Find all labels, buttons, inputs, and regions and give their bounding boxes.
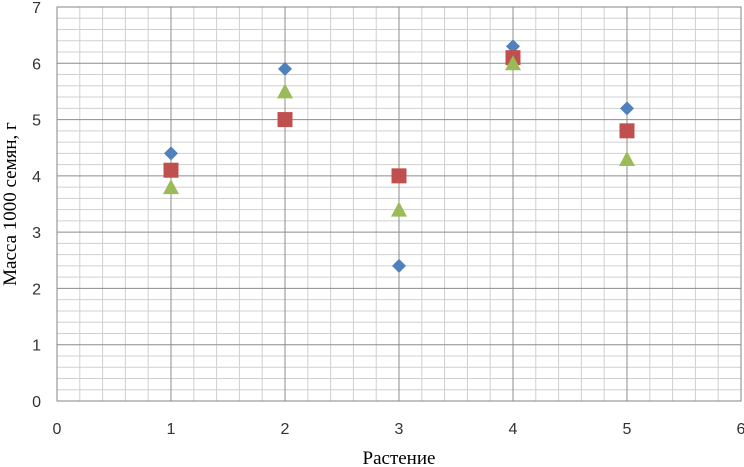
diamond-marker <box>164 146 178 161</box>
diamond-marker <box>392 258 406 273</box>
y-tick-label: 7 <box>32 0 41 17</box>
triangle-marker <box>505 55 521 71</box>
y-tick-label: 5 <box>32 113 41 130</box>
plot-area-border <box>56 6 742 402</box>
diamond-marker <box>506 39 520 54</box>
y-tick-labels: 0 1 2 3 4 5 6 7 <box>32 0 41 411</box>
y-tick-label: 3 <box>32 225 41 242</box>
y-axis-title: Масса 1000 семян, г <box>0 122 21 286</box>
x-tick-label: 0 <box>53 421 62 438</box>
triangle-marker <box>163 179 179 195</box>
square-marker <box>619 123 635 139</box>
square-marker <box>391 168 407 184</box>
x-tick-label: 3 <box>395 421 404 438</box>
diamond-marker <box>278 61 292 76</box>
x-tick-label: 4 <box>509 421 518 438</box>
diamond-marker <box>620 101 634 116</box>
y-tick-label: 4 <box>32 169 41 186</box>
x-axis-title: Растение <box>363 448 436 467</box>
x-tick-label: 6 <box>737 421 744 438</box>
data-markers <box>163 39 635 273</box>
x-tick-labels: 0 1 2 3 4 5 6 <box>53 421 744 438</box>
x-tick-label: 2 <box>281 421 290 438</box>
x-tick-label: 5 <box>623 421 632 438</box>
y-tick-label: 6 <box>32 56 41 73</box>
triangle-marker <box>619 150 635 166</box>
square-marker <box>163 162 179 178</box>
y-tick-label: 1 <box>32 338 41 355</box>
triangle-marker <box>277 83 293 99</box>
y-tick-label: 2 <box>32 281 41 298</box>
triangle-marker <box>391 201 407 217</box>
x-tick-label: 1 <box>167 421 176 438</box>
y-tick-label: 0 <box>32 394 41 411</box>
square-marker <box>277 112 293 128</box>
